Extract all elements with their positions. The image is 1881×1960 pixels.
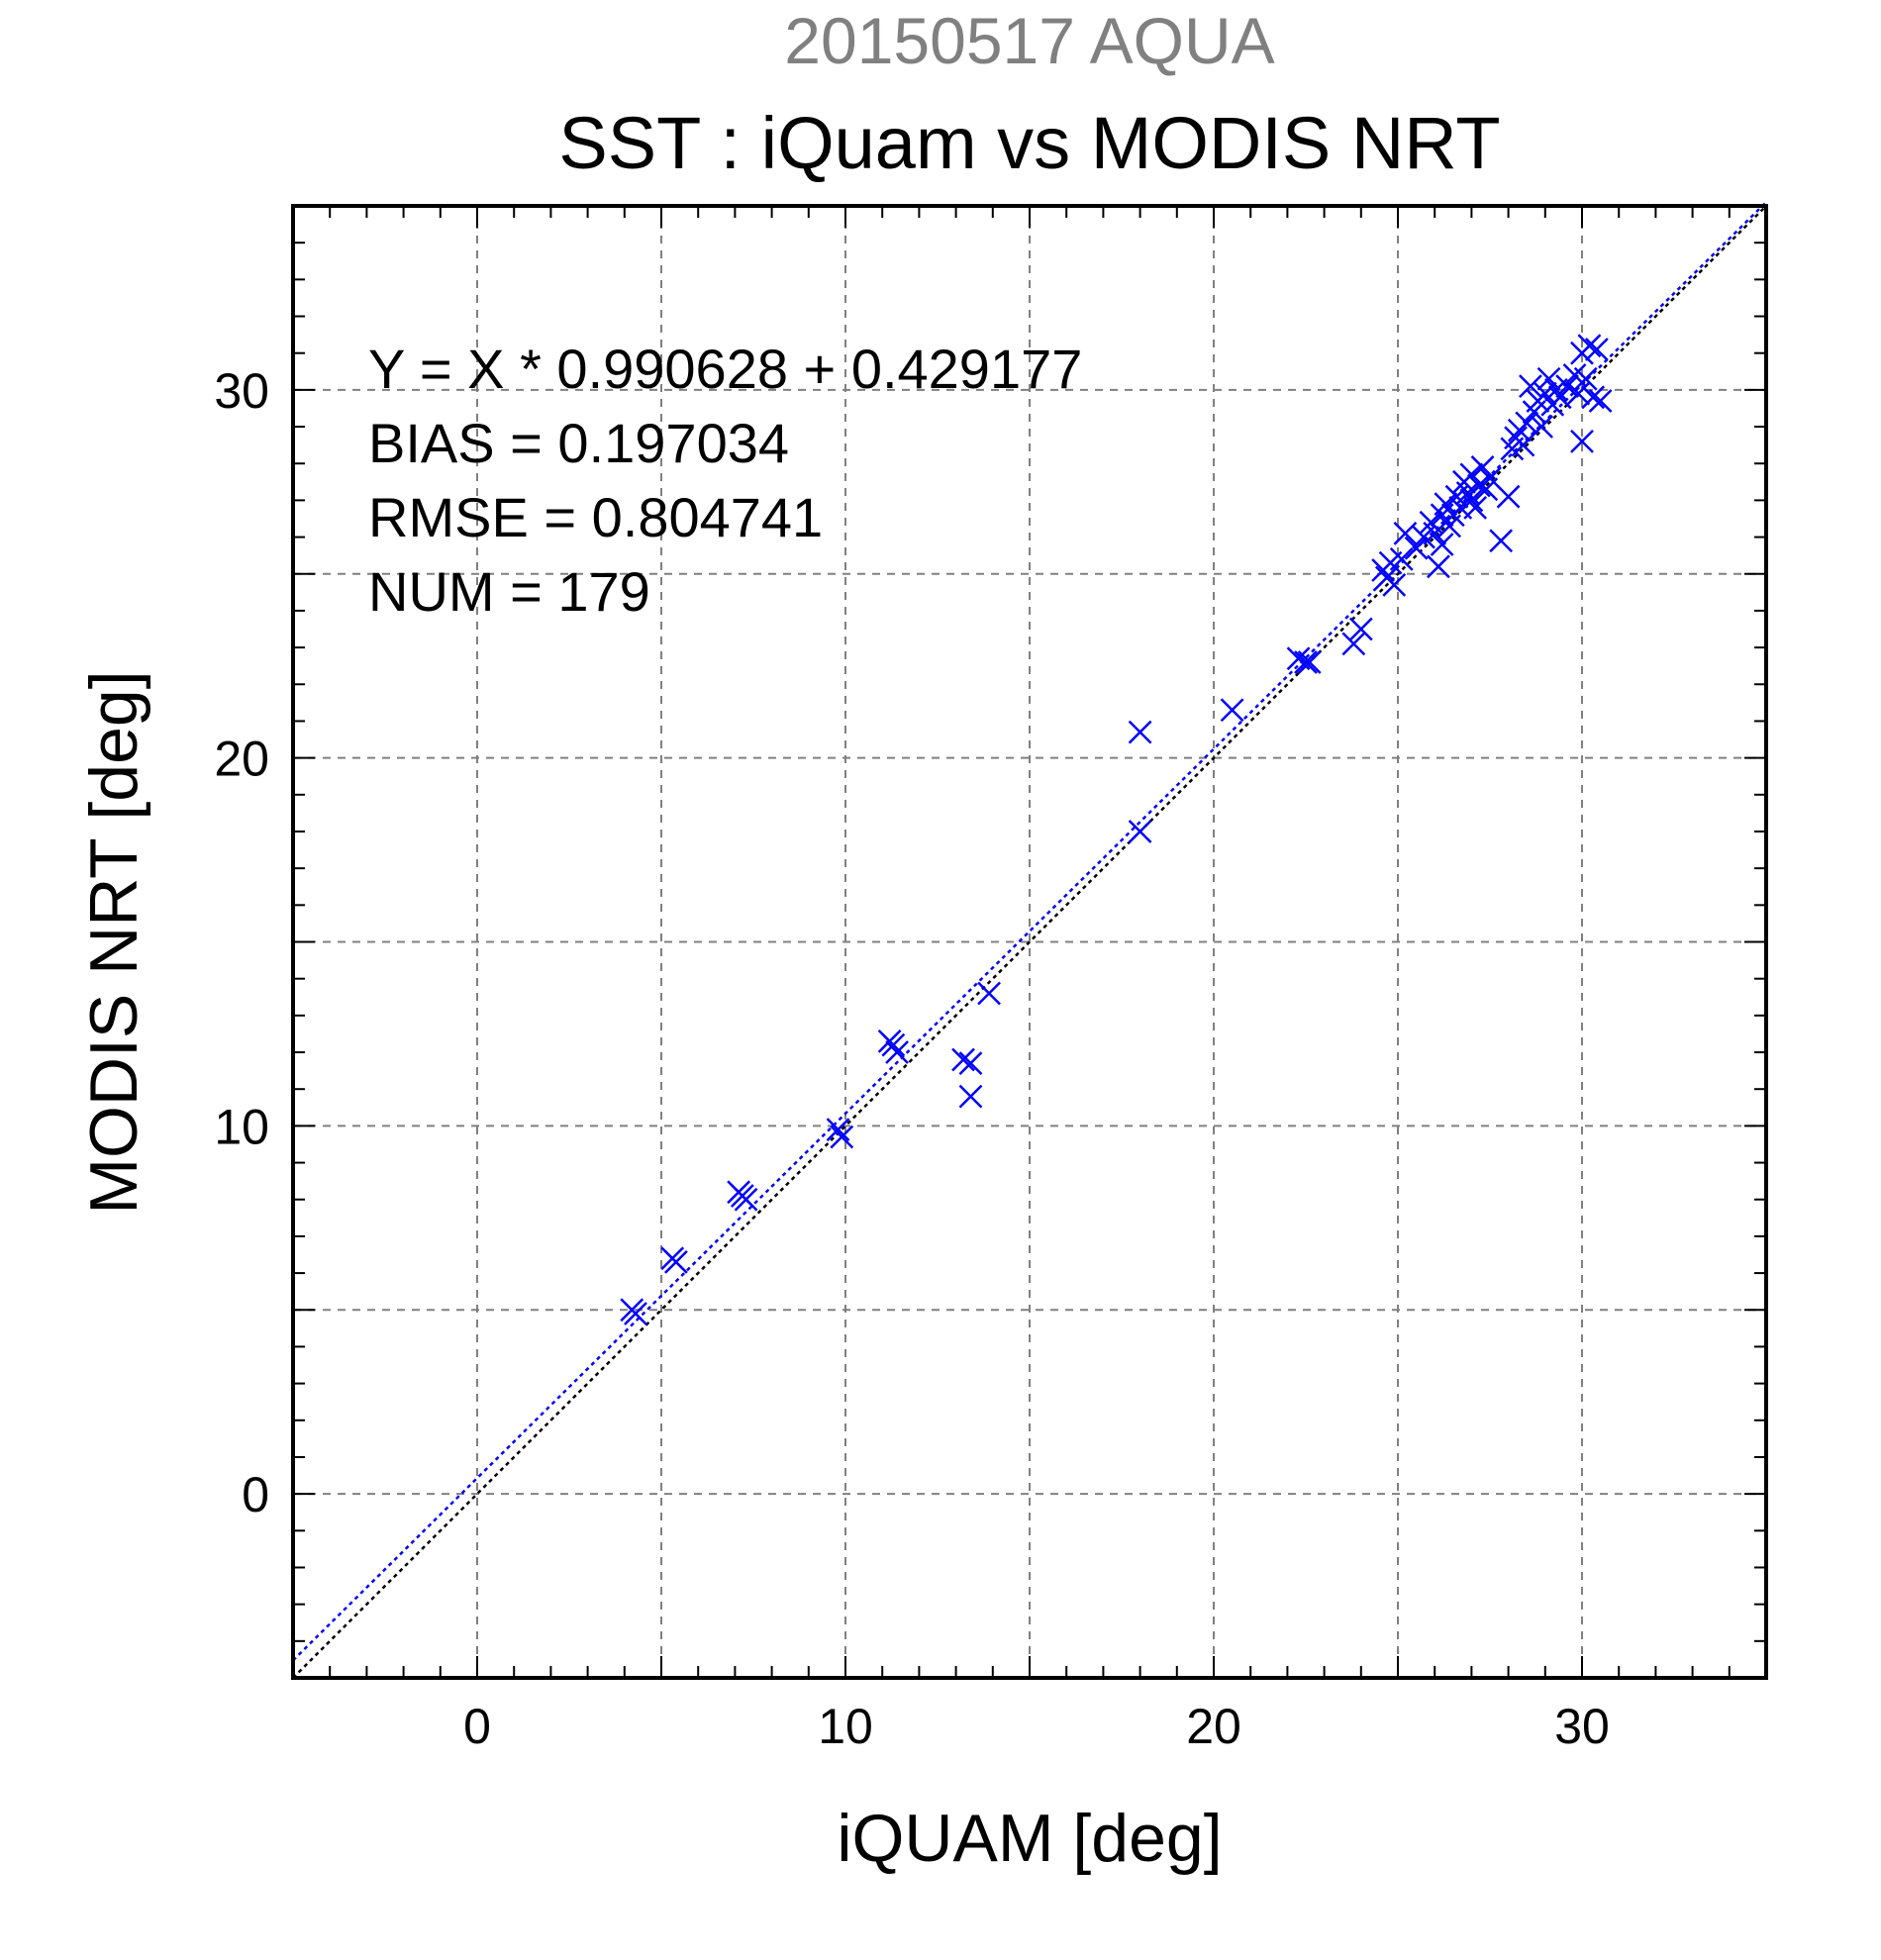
reference-lines — [292, 201, 1767, 1679]
data-point — [1496, 484, 1521, 509]
data-point — [958, 1051, 983, 1076]
data-point — [881, 1032, 906, 1057]
data-point — [1348, 617, 1373, 641]
data-point — [1455, 481, 1480, 505]
data-point — [885, 1040, 909, 1064]
data-point — [1566, 381, 1591, 406]
x-axis-label: iQUAM [deg] — [837, 1801, 1222, 1876]
data-point — [1430, 533, 1454, 556]
y-axis-label: MODIS NRT [deg] — [76, 670, 151, 1214]
y-tick-label: 10 — [214, 1099, 269, 1154]
data-point — [1588, 389, 1613, 413]
data-point — [1489, 529, 1514, 553]
grid-lines — [293, 206, 1766, 1678]
data-point — [1389, 546, 1414, 571]
data-point — [1573, 366, 1598, 391]
data-point — [1547, 385, 1572, 410]
data-point — [951, 1047, 975, 1072]
data-point — [624, 1302, 647, 1325]
data-point — [1128, 820, 1152, 843]
data-point — [826, 1118, 850, 1141]
data-point — [1577, 334, 1602, 358]
data-point — [1470, 455, 1495, 479]
data-point — [1519, 374, 1542, 399]
data-point — [734, 1187, 758, 1212]
data-point — [1584, 338, 1609, 361]
data-point — [1294, 650, 1318, 674]
data-point — [1423, 521, 1447, 545]
fit-equation: Y = X * 0.990628 + 0.429177 — [368, 338, 1082, 400]
x-tick-label: 10 — [818, 1699, 873, 1754]
data-point — [1220, 698, 1244, 723]
data-point — [1478, 466, 1502, 490]
y-tick-label: 20 — [214, 732, 269, 787]
plot-frame — [291, 204, 1768, 1680]
data-point — [830, 1125, 854, 1149]
data-point — [1466, 473, 1491, 498]
data-points — [620, 334, 1613, 1325]
data-point — [1297, 650, 1322, 674]
x-tick-label: 0 — [463, 1699, 491, 1754]
chart-title: SST : iQuam vs MODIS NRT — [558, 102, 1500, 184]
data-point — [1463, 495, 1488, 520]
fit-line — [292, 201, 1767, 1662]
data-point — [1581, 385, 1606, 410]
data-point — [1536, 366, 1561, 391]
y-tick-label: 0 — [242, 1467, 269, 1522]
bias-value: BIAS = 0.197034 — [368, 412, 789, 474]
data-point — [1393, 521, 1418, 545]
data-point — [1511, 433, 1535, 457]
sample-count: NUM = 179 — [368, 560, 650, 623]
data-point — [958, 1084, 983, 1109]
data-point — [1382, 573, 1407, 597]
data-point — [1515, 411, 1539, 436]
x-tick-label: 20 — [1186, 1699, 1241, 1754]
data-point — [1427, 554, 1450, 579]
tick-labels: 0 10 20 30 0 10 20 30 — [214, 363, 1609, 1754]
data-point — [1341, 632, 1366, 656]
chart-date-label: 20150517 AQUA — [784, 4, 1274, 77]
identity-line — [292, 205, 1767, 1679]
data-point — [663, 1250, 688, 1274]
data-point — [1404, 536, 1429, 560]
data-point — [1530, 415, 1553, 439]
x-tick-label: 30 — [1554, 1699, 1610, 1754]
y-tick-label: 30 — [214, 363, 269, 419]
data-point — [1128, 720, 1152, 744]
data-point — [977, 981, 1001, 1006]
data-point — [1459, 488, 1484, 513]
data-point — [1434, 492, 1458, 517]
data-point — [1570, 430, 1594, 453]
data-point — [1555, 374, 1580, 399]
rmse-value: RMSE = 0.804741 — [368, 486, 823, 548]
